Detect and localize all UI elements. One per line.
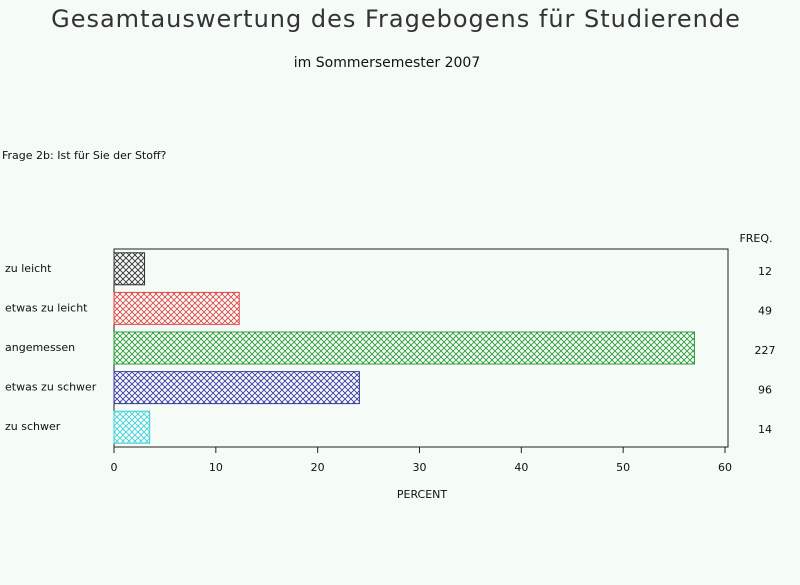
x-tick-label: 30 — [413, 461, 427, 474]
y-tick-label: etwas zu schwer — [5, 381, 97, 394]
freq-value: 12 — [758, 265, 772, 278]
bar — [113, 371, 360, 405]
chart-subtitle: im Sommersemester 2007 — [294, 55, 480, 71]
y-tick-label: etwas zu leicht — [5, 301, 88, 314]
freq-value: 49 — [758, 304, 772, 317]
x-tick-label: 20 — [311, 461, 325, 474]
bar — [113, 291, 240, 325]
x-tick-label: 60 — [718, 461, 732, 474]
bar — [113, 410, 151, 444]
x-tick-label: 50 — [616, 461, 630, 474]
freq-value: 14 — [758, 423, 772, 436]
question: Frage 2b: Ist für Sie der Stoff? — [2, 149, 167, 162]
freq-value: 96 — [758, 384, 772, 397]
x-tick-label: 0 — [111, 461, 118, 474]
y-tick-label: zu leicht — [5, 262, 52, 275]
x-tick-label: 10 — [209, 461, 223, 474]
x-axis-label: PERCENT — [397, 488, 448, 501]
bar — [113, 331, 695, 365]
x-tick-label: 40 — [514, 461, 528, 474]
freq-value: 227 — [755, 344, 776, 357]
y-tick-label: zu schwer — [5, 420, 61, 433]
chart-title: Gesamtauswertung des Fragebogens für Stu… — [51, 5, 741, 33]
freq-header: FREQ. — [739, 232, 772, 245]
y-tick-label: angemessen — [5, 341, 75, 354]
bar — [113, 252, 146, 286]
